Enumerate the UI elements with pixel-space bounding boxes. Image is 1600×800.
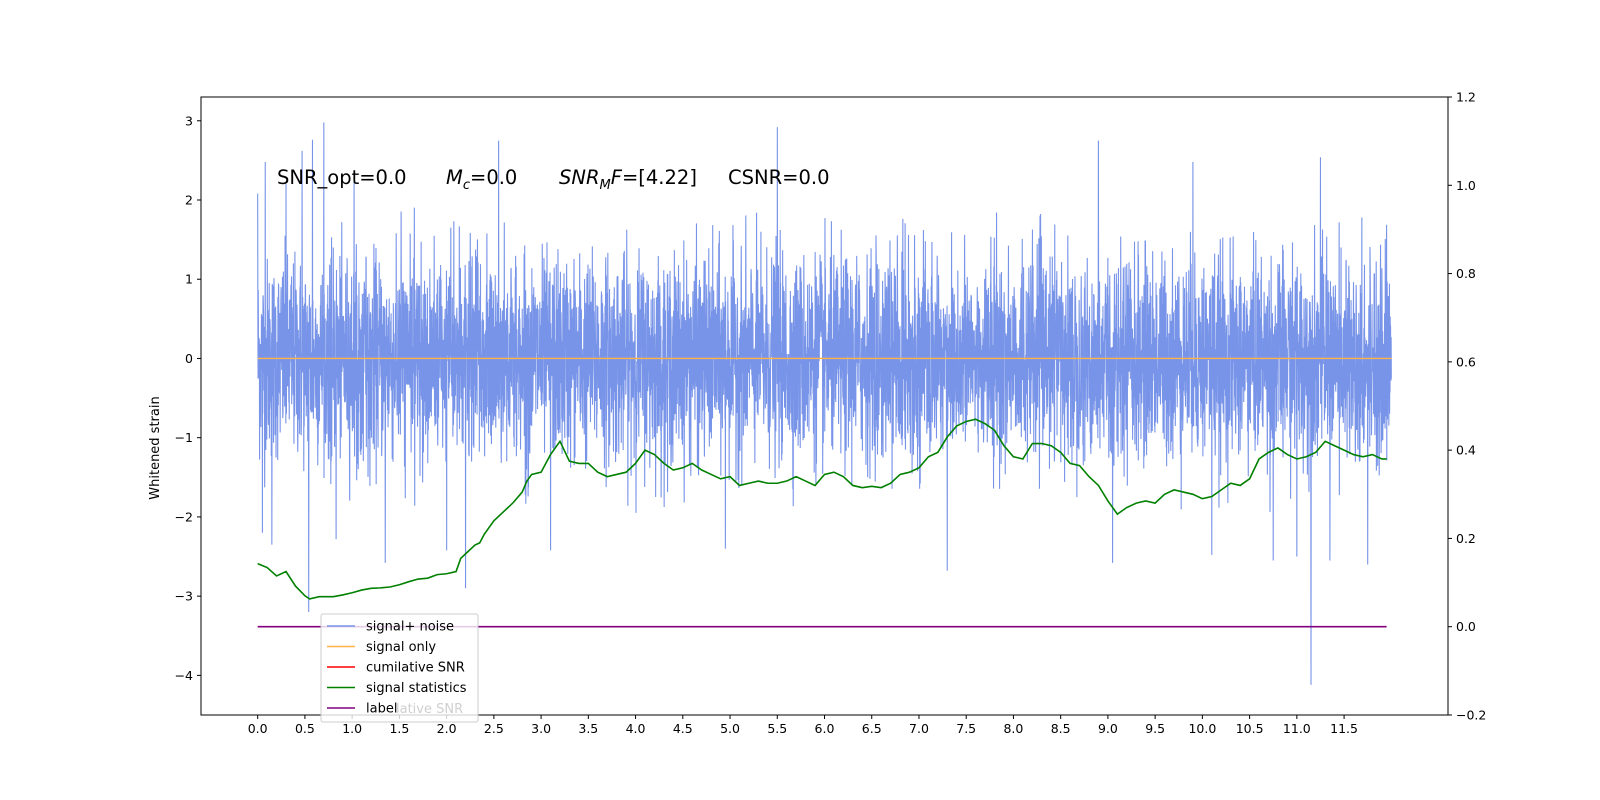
- legend-ghost-text: lative SNR: [396, 702, 463, 717]
- x-tick-label: 7.5: [956, 721, 976, 736]
- y-tick-label: −2: [175, 509, 193, 524]
- y2-tick-label: 0.6: [1456, 354, 1476, 369]
- x-tick-label: 9.5: [1145, 721, 1165, 736]
- x-tick-label: 2.0: [437, 721, 457, 736]
- legend-box: [320, 613, 479, 723]
- annotation-mc-subscript: c: [463, 178, 470, 193]
- x-tick-label: 0.0: [248, 721, 268, 736]
- x-tick-label: 7.0: [909, 721, 929, 736]
- x-tick-label: 10.5: [1236, 721, 1264, 736]
- y-tick-label: −1: [175, 430, 193, 445]
- x-tick-label: 0.5: [295, 721, 315, 736]
- x-tick-label: 9.0: [1098, 721, 1118, 736]
- annotation-mc-symbol: M: [446, 166, 463, 189]
- annotation-snrmf-symbol2: F: [611, 166, 623, 189]
- y-tick-label: −3: [175, 589, 193, 604]
- legend-label: signal+ noise: [366, 620, 454, 635]
- series-signal-statistics: [257, 418, 1387, 600]
- annotation-row: SNR_opt=0.0 Mc=0.0 SNRMF=[4.22] CSNR=0.0: [277, 166, 829, 193]
- x-tick-label: 11.5: [1330, 721, 1358, 736]
- x-tick-label: 5.0: [720, 721, 740, 736]
- axes: 0.0 0.5 1.0 1.5 2.0 2.5 3.0 3.5 4.0 4.5 5.0 5.5 6.0 6…: [175, 90, 1487, 737]
- legend-entries: signal+ noise signal only cumilative SNR si…: [327, 620, 467, 717]
- annotation-snrmf-subscript: M: [600, 178, 611, 193]
- y2-tick-label: 0.8: [1456, 266, 1476, 281]
- x-tick-label: 5.5: [767, 721, 787, 736]
- x-tick-label: 2.5: [484, 721, 504, 736]
- y2-tick-label: 1.2: [1456, 90, 1476, 105]
- x-tick-label: 11.0: [1283, 721, 1311, 736]
- y-axis-label: Whitened strain: [148, 396, 163, 499]
- x-tick-label: 4.5: [673, 721, 693, 736]
- y-tick-label: 0: [185, 351, 193, 366]
- legend-label: label: [366, 702, 397, 717]
- annotation-mc-value: =0.0: [470, 166, 517, 189]
- legend-label: cumilative SNR: [366, 661, 465, 676]
- x-tick-label: 8.0: [1003, 721, 1023, 736]
- x-tick-label: 8.5: [1051, 721, 1071, 736]
- series-signal-plus-noise: [257, 122, 1392, 685]
- x-tick-label: 3.0: [531, 721, 551, 736]
- y-tick-label: 1: [185, 272, 193, 287]
- x-tick-label: 4.0: [626, 721, 646, 736]
- annotation-snr-opt: SNR_opt=0.0: [277, 166, 407, 189]
- x-tick-label: 6.5: [862, 721, 882, 736]
- legend-label: signal only: [366, 640, 436, 655]
- annotation-mc: Mc=0.0: [446, 166, 517, 193]
- x-tick-label: 3.5: [578, 721, 598, 736]
- legend-label: signal statistics: [366, 681, 467, 696]
- annotation-snrmf-symbol: SNR: [559, 166, 600, 189]
- annotation-csnr: CSNR=0.0: [728, 166, 829, 189]
- y2-tick-label: −0.2: [1456, 708, 1486, 723]
- x-tick-label: 10.0: [1188, 721, 1216, 736]
- y-tick-label: 3: [185, 113, 193, 128]
- y2-tick-label: 0.4: [1456, 443, 1476, 458]
- y2-tick-label: 1.0: [1456, 178, 1476, 193]
- y-tick-label: −4: [175, 668, 193, 683]
- y2-tick-label: 0.0: [1456, 619, 1476, 634]
- x-tick-label: 1.5: [389, 721, 409, 736]
- y-tick-label: 2: [185, 193, 193, 208]
- annotation-snrmf-value: =[4.22]: [622, 166, 697, 189]
- legend: lative SNR signal+ noise signal only cumil…: [320, 613, 479, 723]
- x-tick-label: 1.0: [342, 721, 362, 736]
- x-tick-label: 6.0: [815, 721, 835, 736]
- annotation-snr-mf: SNRMF=[4.22]: [559, 166, 697, 193]
- y2-tick-label: 0.2: [1456, 531, 1476, 546]
